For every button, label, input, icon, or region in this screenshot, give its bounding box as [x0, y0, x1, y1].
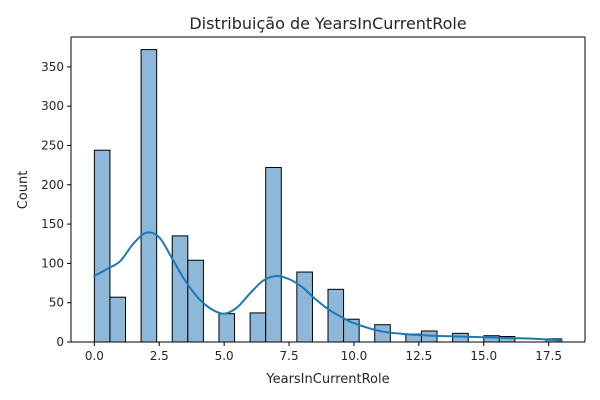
histogram-bar-5: [218, 313, 236, 343]
histogram-bar-1: [109, 296, 127, 343]
y-axis-ticks: 0 50 100 150 200 250 300 350: [41, 60, 71, 349]
x-tick-label: 17.5: [535, 349, 562, 363]
kde-curve: [93, 231, 563, 342]
histogram-bar-6: [249, 312, 267, 343]
axes: [70, 36, 586, 343]
histogram-bar-11: [374, 324, 391, 343]
x-tick-label: 5.0: [215, 349, 234, 363]
y-tick-label: 300: [41, 99, 64, 113]
y-tick-label: 200: [41, 178, 64, 192]
y-tick-label: 150: [41, 217, 64, 231]
chart-title: Distribuição de YearsInCurrentRole: [189, 14, 466, 33]
y-tick-label: 0: [56, 335, 64, 349]
x-tick-label: 2.5: [150, 349, 169, 363]
y-tick-label: 350: [41, 60, 64, 74]
x-axis-title: YearsInCurrentRole: [265, 372, 389, 387]
histogram-bar-8: [296, 271, 313, 343]
x-tick-label: 10.0: [341, 349, 368, 363]
kde-layer: [93, 231, 563, 342]
histogram-bar-2: [140, 49, 158, 343]
x-tick-label: 15.0: [470, 349, 497, 363]
x-tick-label: 7.5: [280, 349, 299, 363]
histogram-bar-7: [265, 166, 282, 343]
x-tick-label: 12.5: [405, 349, 432, 363]
x-tick-label: 0.0: [85, 349, 104, 363]
histogram-bar-3: [171, 235, 189, 343]
histogram-bar-0: [93, 149, 111, 343]
histogram-bar-9: [327, 288, 345, 343]
y-tick-label: 50: [49, 296, 64, 310]
y-axis-title: Count: [16, 171, 31, 210]
x-axis-ticks: 0.0 2.5 5.0 7.5 10.0 12.5 15.0 17.5: [85, 342, 562, 363]
y-tick-label: 100: [41, 256, 64, 270]
y-tick-label: 250: [41, 138, 64, 152]
